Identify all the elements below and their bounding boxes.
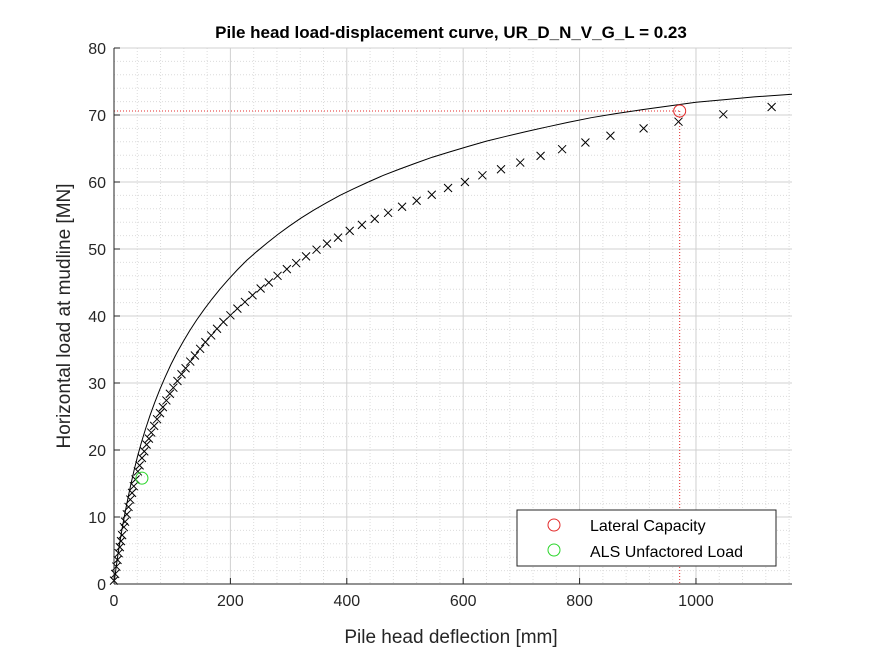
legend-marker-als-unfactored-load [547,543,561,557]
data-point-x-marker [149,421,159,431]
load-displacement-curve [113,93,793,585]
x-tick-label: 600 [450,593,477,610]
data-point-x-marker [122,509,132,519]
data-point-x-marker [718,109,728,119]
data-point-x-marker [383,208,393,218]
data-point-x-marker [117,530,127,540]
data-point-x-marker [282,264,292,274]
x-tick-label: 800 [566,593,593,610]
data-point-x-marker [412,196,421,206]
data-point-x-marker [219,317,228,327]
data-point-x-marker [129,481,139,491]
data-point-x-marker [133,467,143,476]
data-point-x-marker [370,214,380,224]
data-point-x-marker [110,569,120,579]
data-point-x-marker [226,310,235,320]
data-point-x-marker [137,453,147,463]
data-point-x-marker [767,102,776,112]
data-point-x-marker [177,369,186,379]
legend-label-als-unfactored-load: ALS Unfactored Load [590,544,743,561]
data-point-x-marker [152,414,162,424]
legend-box [516,509,777,567]
plot-area: 0 200 400 600 800 1000 0 10 20 30 40 50 60 70 80 [88,41,793,610]
data-point-x-marker [478,170,487,180]
x-tick-label: 1000 [678,593,714,610]
data-point-x-marker [322,239,332,248]
data-point-x-marker [496,164,506,174]
data-point-x-marker [515,158,525,167]
y-tick-label: 50 [88,242,106,259]
data-point-x-marker [190,351,200,360]
data-point-x-marker [345,226,355,236]
x-axis-label: Pile head deflection [mm] [344,627,557,648]
data-point-x-marker [606,131,615,141]
data-point-x-marker [158,402,168,412]
lateral-capacity-marker [673,104,687,118]
data-point-x-marker [165,389,175,399]
data-point-x-marker [169,383,178,393]
data-point-x-marker [674,117,683,127]
data-point-x-marker [581,138,590,147]
legend-label-lateral-capacity: Lateral Capacity [590,518,706,535]
data-point-x-marker [144,434,154,443]
data-point-x-marker [146,428,156,437]
data-point-x-marker [557,144,567,154]
y-tick-label: 70 [88,108,106,125]
data-point-x-marker [124,502,133,512]
data-point-x-marker [312,245,321,255]
data-point-x-marker [125,495,135,504]
data-point-x-marker [240,297,250,307]
data-point-x-marker [173,376,182,386]
data-point-x-marker [195,344,205,354]
y-axis-label: Horizontal load at mudline [MN] [54,183,75,448]
data-point-x-marker [357,220,367,230]
data-point-x-marker [536,151,545,161]
x-tick-label: 0 [110,593,119,610]
y-tick-label: 20 [88,443,106,460]
legend-marker-lateral-capacity [547,518,561,532]
data-point-x-marker [639,124,648,133]
data-point-x-marker [135,461,144,470]
data-point-x-marker [427,190,437,200]
data-point-x-marker [264,278,274,287]
y-tick-label: 80 [88,41,106,58]
chart-title: Pile head load-displacement curve, UR_D_… [215,23,687,42]
data-point-x-marker [127,488,137,498]
y-tick-label: 30 [88,376,106,393]
x-tick-label: 400 [333,593,360,610]
data-point-x-marker [131,475,140,484]
data-point-x-marker [233,304,242,313]
data-point-x-marker [142,440,151,449]
data-point-x-marker [301,252,311,261]
legend: Lateral Capacity ALS Unfactored Load [516,509,777,567]
data-point-x-marker [460,177,470,187]
data-point-x-marker [162,396,171,405]
x-tick-label: 200 [217,593,244,610]
y-tick-label: 0 [97,577,106,594]
y-tick-label: 60 [88,175,106,192]
data-point-x-marker [248,290,257,300]
y-tick-label: 10 [88,510,106,527]
data-point-x-marker [333,233,343,242]
data-point-x-marker [291,258,301,268]
data-point-x-marker [181,363,190,373]
data-point-x-marker [119,522,129,532]
data-point-x-marker [397,202,407,212]
data-point-x-marker [139,446,149,456]
data-point-x-marker [256,284,266,293]
data-point-x-marker [185,357,195,366]
data-point-x-marker [201,337,210,347]
y-tick-label: 40 [88,309,106,326]
data-point-x-marker [273,271,282,281]
als-unfactored-load-marker [135,471,149,485]
data-point-x-marker [206,331,216,340]
data-point-x-marker [155,408,165,418]
data-point-x-marker [120,517,130,527]
data-point-x-marker [443,183,453,193]
